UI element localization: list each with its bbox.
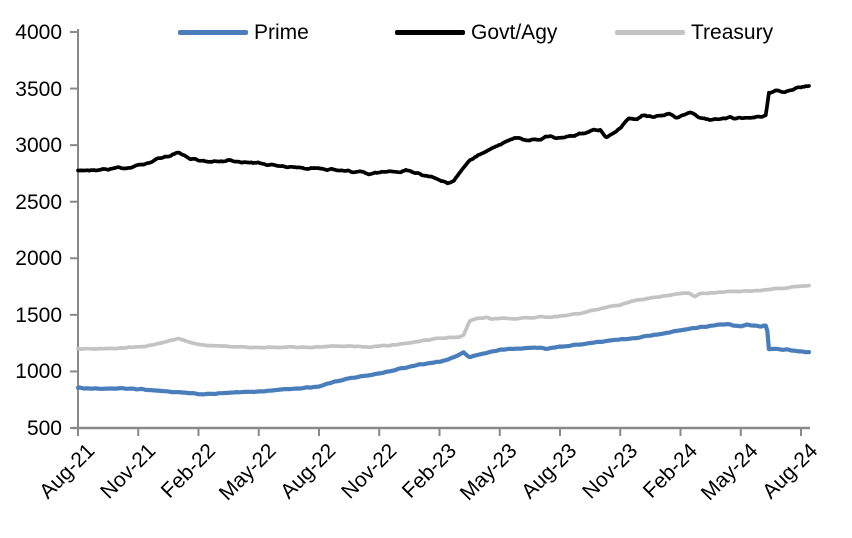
- y-tick-label: 500: [26, 417, 62, 440]
- y-tick-label: 2000: [15, 247, 62, 271]
- y-tick-label: 3000: [15, 134, 62, 158]
- y-tick-label: 3500: [15, 77, 62, 101]
- y-tick-label: 1500: [15, 303, 62, 327]
- y-tick-label: 4000: [15, 21, 62, 44]
- series-line-prime: [75, 322, 812, 397]
- y-tick-label: 1000: [15, 360, 62, 384]
- series-line-treasury: [76, 283, 811, 351]
- y-tick-label: 2500: [15, 190, 62, 214]
- series-line-govt-agy: [76, 84, 811, 186]
